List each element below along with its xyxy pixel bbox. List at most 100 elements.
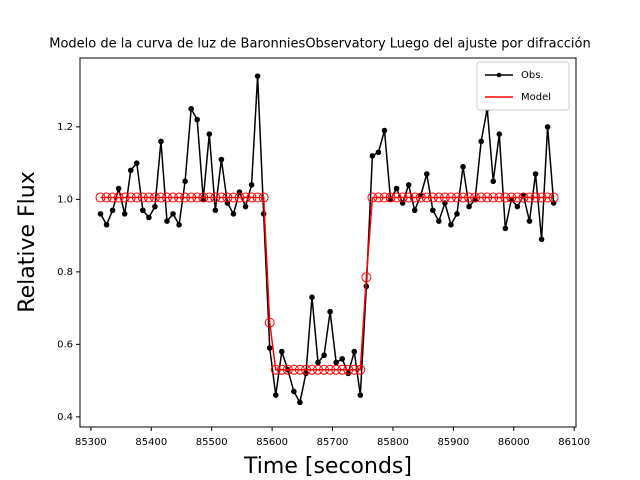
y-axis-label: Relative Flux [15,171,40,312]
legend: Obs. Model [476,61,570,111]
data-point [222,192,233,203]
series-group [95,73,559,406]
data-point [391,192,402,203]
data-point [309,294,315,301]
legend-marker [496,72,502,78]
data-point [216,192,227,203]
data-point [445,192,456,203]
data-point [125,192,136,203]
series-line [99,76,555,405]
data-point [349,364,360,375]
data-point [137,192,148,203]
data-point [496,131,503,137]
data-point [530,192,541,203]
data-point [282,364,293,375]
data-point [313,364,324,375]
data-point [270,364,281,375]
data-point [218,156,225,163]
data-point [379,192,390,203]
data-point [109,207,116,214]
data-point [466,203,472,210]
data-point [470,192,481,203]
data-point [246,192,257,203]
data-point [458,192,469,203]
data-point [127,167,134,174]
data-point [252,192,263,203]
data-point [204,192,215,203]
data-point [206,131,213,137]
data-point [315,359,321,366]
data-point [373,192,384,203]
y-tick-label: 0.4 [57,412,73,423]
axes-frame [79,57,577,428]
data-point [405,182,412,188]
data-point [339,356,345,362]
data-point [240,192,251,203]
data-point [149,192,160,203]
data-point [385,192,396,203]
data-point [264,317,275,328]
data-point [291,388,297,395]
data-point [325,364,336,375]
x-tick-label: 85400 [135,437,167,448]
data-point [158,138,164,145]
data-point [411,207,418,214]
x-tick-label: 86100 [558,437,590,448]
data-point [454,211,460,217]
data-point [182,178,188,185]
data-point [464,192,475,203]
data-point [319,364,330,375]
data-point [198,192,209,203]
data-point [230,211,237,217]
data-point [518,192,529,203]
chart-title: Modelo de la curva de luz de BaronniesOb… [49,37,590,52]
data-point [143,192,154,203]
data-point [375,149,382,156]
data-point [155,192,166,203]
data-point [524,192,535,203]
data-point [146,214,152,221]
data-point [500,192,511,203]
data-point [321,352,327,359]
y-tick-label: 0.6 [57,339,73,350]
legend-label: Model [521,92,551,103]
data-point [355,364,366,375]
data-point [254,73,261,79]
data-point [210,192,221,203]
data-point [502,225,509,232]
data-point [140,207,146,214]
data-point [95,192,106,203]
x-tick-label: 85600 [256,437,288,448]
data-point [337,364,348,375]
data-point [532,171,539,177]
x-tick-label: 85900 [437,437,469,448]
data-point [176,221,182,228]
data-point [331,364,342,375]
data-point [101,192,112,203]
data-point [448,221,454,228]
data-point [369,153,376,159]
data-point [423,171,430,177]
data-point [478,138,484,145]
data-point [272,392,279,398]
data-point [542,192,553,203]
data-point [490,178,497,185]
data-point [427,192,438,203]
data-point [288,364,299,375]
x-axis-label: Time [seconds] [243,454,412,479]
data-point [482,192,493,203]
data-point [161,192,172,203]
data-point [276,364,287,375]
data-point [121,211,128,217]
data-point [180,192,191,203]
data-point [192,192,203,203]
data-point [430,207,436,214]
data-point [403,192,414,203]
data-point [451,192,462,203]
data-point [421,192,432,203]
x-tick-label: 85800 [377,437,409,448]
data-point [107,192,118,203]
data-point [297,399,303,406]
data-point [212,207,219,214]
data-point [164,218,170,224]
